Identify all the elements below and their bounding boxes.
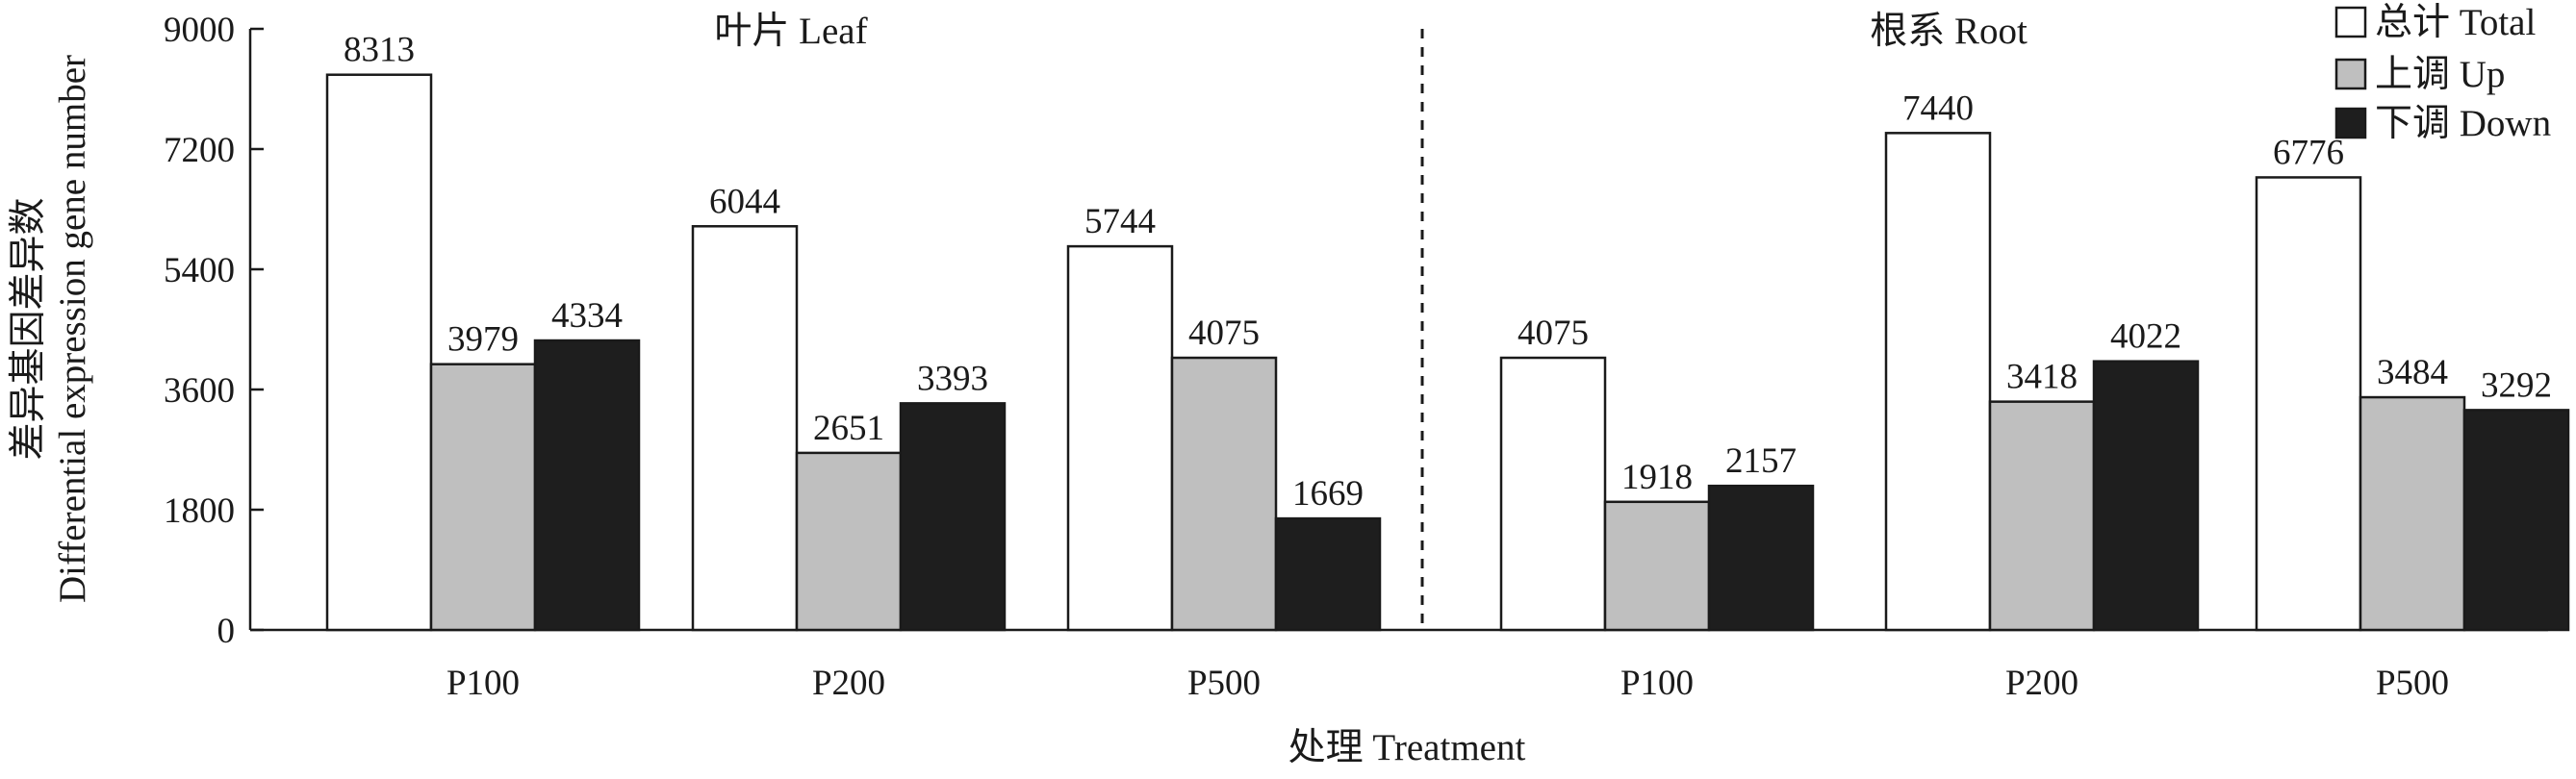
data-label: 4022 [2110,317,2181,357]
data-label: 3393 [917,359,988,398]
data-label: 1918 [1621,458,1693,497]
data-label: 2651 [813,409,884,448]
legend-swatch [2334,58,2367,90]
bar [325,73,433,632]
x-tick-label: P200 [2005,664,2079,703]
legend-label: 上调 Up [2375,54,2505,95]
y-tick-label: 3600 [164,371,235,411]
data-label: 6044 [709,182,780,221]
bar [1170,356,1278,632]
y-tick-label: 1800 [164,491,235,531]
data-label: 2157 [1725,441,1797,481]
data-label: 4075 [1188,314,1260,353]
y-tick-label: 0 [217,612,236,651]
y-tick-label: 7200 [164,131,235,170]
bar [691,225,799,632]
legend-label: 下调 Down [2375,103,2551,144]
panel-title: 根系 Root [1870,11,2028,52]
bar [1499,356,1607,632]
data-label: 4075 [1518,314,1589,353]
data-label: 1669 [1292,474,1364,514]
x-tick-label: P500 [1187,664,1261,703]
y-axis-title: 差异基因差异数 [8,197,49,460]
bar [2462,409,2570,632]
data-label: 5744 [1084,202,1156,241]
data-label: 4334 [551,296,623,336]
data-label: 3484 [2377,353,2448,392]
data-label: 3418 [2006,358,2078,397]
data-label: 6776 [2273,133,2344,172]
data-label: 3979 [447,320,519,360]
bar [899,402,1007,632]
x-axis-title: 处理 Treatment [1288,727,1526,768]
x-tick-label: P500 [2376,664,2449,703]
data-label: 8313 [344,31,415,70]
bar [1603,500,1711,632]
bar [1274,516,1382,632]
legend-swatch [2334,107,2367,139]
x-tick-label: P200 [812,664,885,703]
bar [1884,132,1992,632]
data-label: 7440 [1902,88,1974,128]
bar [2092,360,2200,632]
legend-label: 总计 Total [2375,2,2536,43]
bar [1707,484,1815,632]
bar [2255,176,2362,632]
bar [2359,395,2466,632]
y-tick-label: 5400 [164,251,235,290]
bar [1988,400,2096,632]
y-tick-label: 9000 [164,11,235,50]
bar [429,363,537,632]
x-tick-label: P100 [446,664,520,703]
legend-swatch [2334,6,2367,38]
y-axis-title: Differential expression gene number [52,55,93,603]
data-label: 3292 [2481,365,2552,405]
x-tick-label: P100 [1620,664,1694,703]
bar [533,339,641,632]
panel-title: 叶片 Leaf [714,11,867,52]
bar [795,451,903,632]
bar [1066,244,1174,632]
